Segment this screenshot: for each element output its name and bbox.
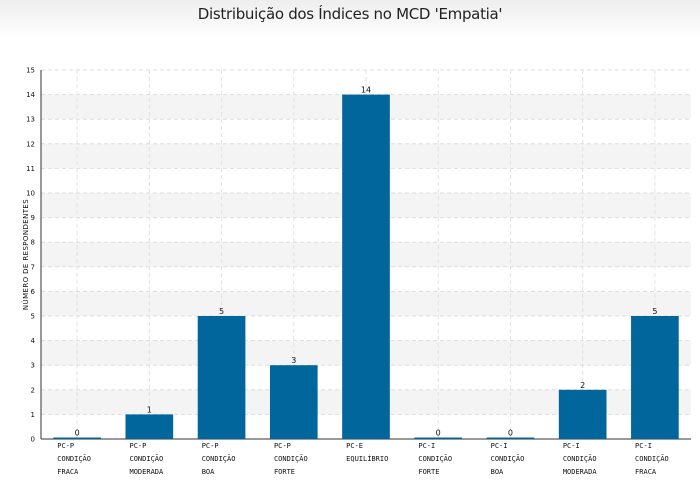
y-tick-label: 0 [31, 436, 35, 444]
x-tick-label: FRACA [635, 468, 657, 476]
y-tick-label: 8 [31, 239, 35, 247]
x-tick-label: CONDIÇÃO [130, 454, 164, 463]
x-tick-label: CONDIÇÃO [635, 454, 669, 463]
y-axis-title: NÚMERO DE RESPONDENTES [21, 199, 30, 310]
y-tick-label: 1 [31, 411, 35, 419]
data-label: 2 [580, 381, 585, 390]
y-tick-label: 11 [26, 165, 35, 173]
y-tick-label: 10 [26, 190, 35, 198]
bar [558, 389, 607, 439]
data-label: 0 [75, 429, 80, 438]
x-tick-label: PC-P [130, 442, 147, 450]
x-tick-label: PC-I [635, 442, 652, 450]
x-tick-label: EQUILÍBRIO [346, 454, 388, 463]
x-tick-label: PC-P [274, 442, 291, 450]
data-label: 1 [147, 405, 152, 414]
y-tick-label: 12 [26, 140, 35, 148]
bar [631, 316, 679, 439]
x-tick-label: CONDIÇÃO [491, 454, 525, 463]
bar [197, 316, 246, 439]
data-label: 3 [291, 356, 296, 365]
y-tick-label: 5 [31, 313, 35, 321]
bar [125, 414, 174, 439]
y-tick-label: 2 [31, 386, 35, 394]
bar [269, 365, 318, 439]
y-tick-label: 4 [31, 337, 36, 345]
x-tick-label: MODERADA [130, 468, 165, 476]
x-tick-label: CONDIÇÃO [202, 454, 236, 463]
bar [342, 94, 390, 439]
x-tick-label: PC-I [418, 442, 435, 450]
x-tick-label: CONDIÇÃO [563, 454, 597, 463]
data-label: 5 [219, 307, 224, 316]
x-tick-label: CONDIÇÃO [418, 454, 452, 463]
x-tick-label: BOA [491, 468, 504, 476]
data-label: 0 [436, 429, 441, 438]
x-tick-label: CONDIÇÃO [57, 454, 91, 463]
x-tick-label: PC-P [202, 442, 219, 450]
data-label: 14 [361, 86, 371, 95]
data-label: 0 [508, 429, 513, 438]
x-tick-label: PC-I [563, 442, 580, 450]
x-tick-label: PC-E [346, 442, 363, 450]
y-tick-label: 14 [26, 91, 35, 99]
x-tick-label: FORTE [418, 468, 439, 476]
x-tick-label: BOA [202, 468, 215, 476]
y-tick-label: 13 [26, 116, 35, 124]
y-tick-label: 9 [31, 214, 35, 222]
x-tick-label: MODERADA [563, 468, 598, 476]
chart-title: Distribuição dos Índices no MCD 'Empatia… [197, 5, 503, 23]
x-tick-label: CONDIÇÃO [274, 454, 308, 463]
data-label: 5 [652, 307, 657, 316]
x-tick-label: PC-I [491, 442, 508, 450]
y-tick-label: 7 [31, 263, 35, 271]
y-tick-label: 15 [26, 67, 35, 75]
y-tick-label: 6 [31, 288, 36, 296]
x-tick-label: FRACA [57, 468, 79, 476]
bar [486, 437, 535, 439]
x-tick-label: FORTE [274, 468, 295, 476]
bar [414, 437, 463, 439]
x-tick-label: PC-P [57, 442, 74, 450]
bar [53, 437, 101, 439]
y-tick-label: 3 [31, 362, 35, 370]
